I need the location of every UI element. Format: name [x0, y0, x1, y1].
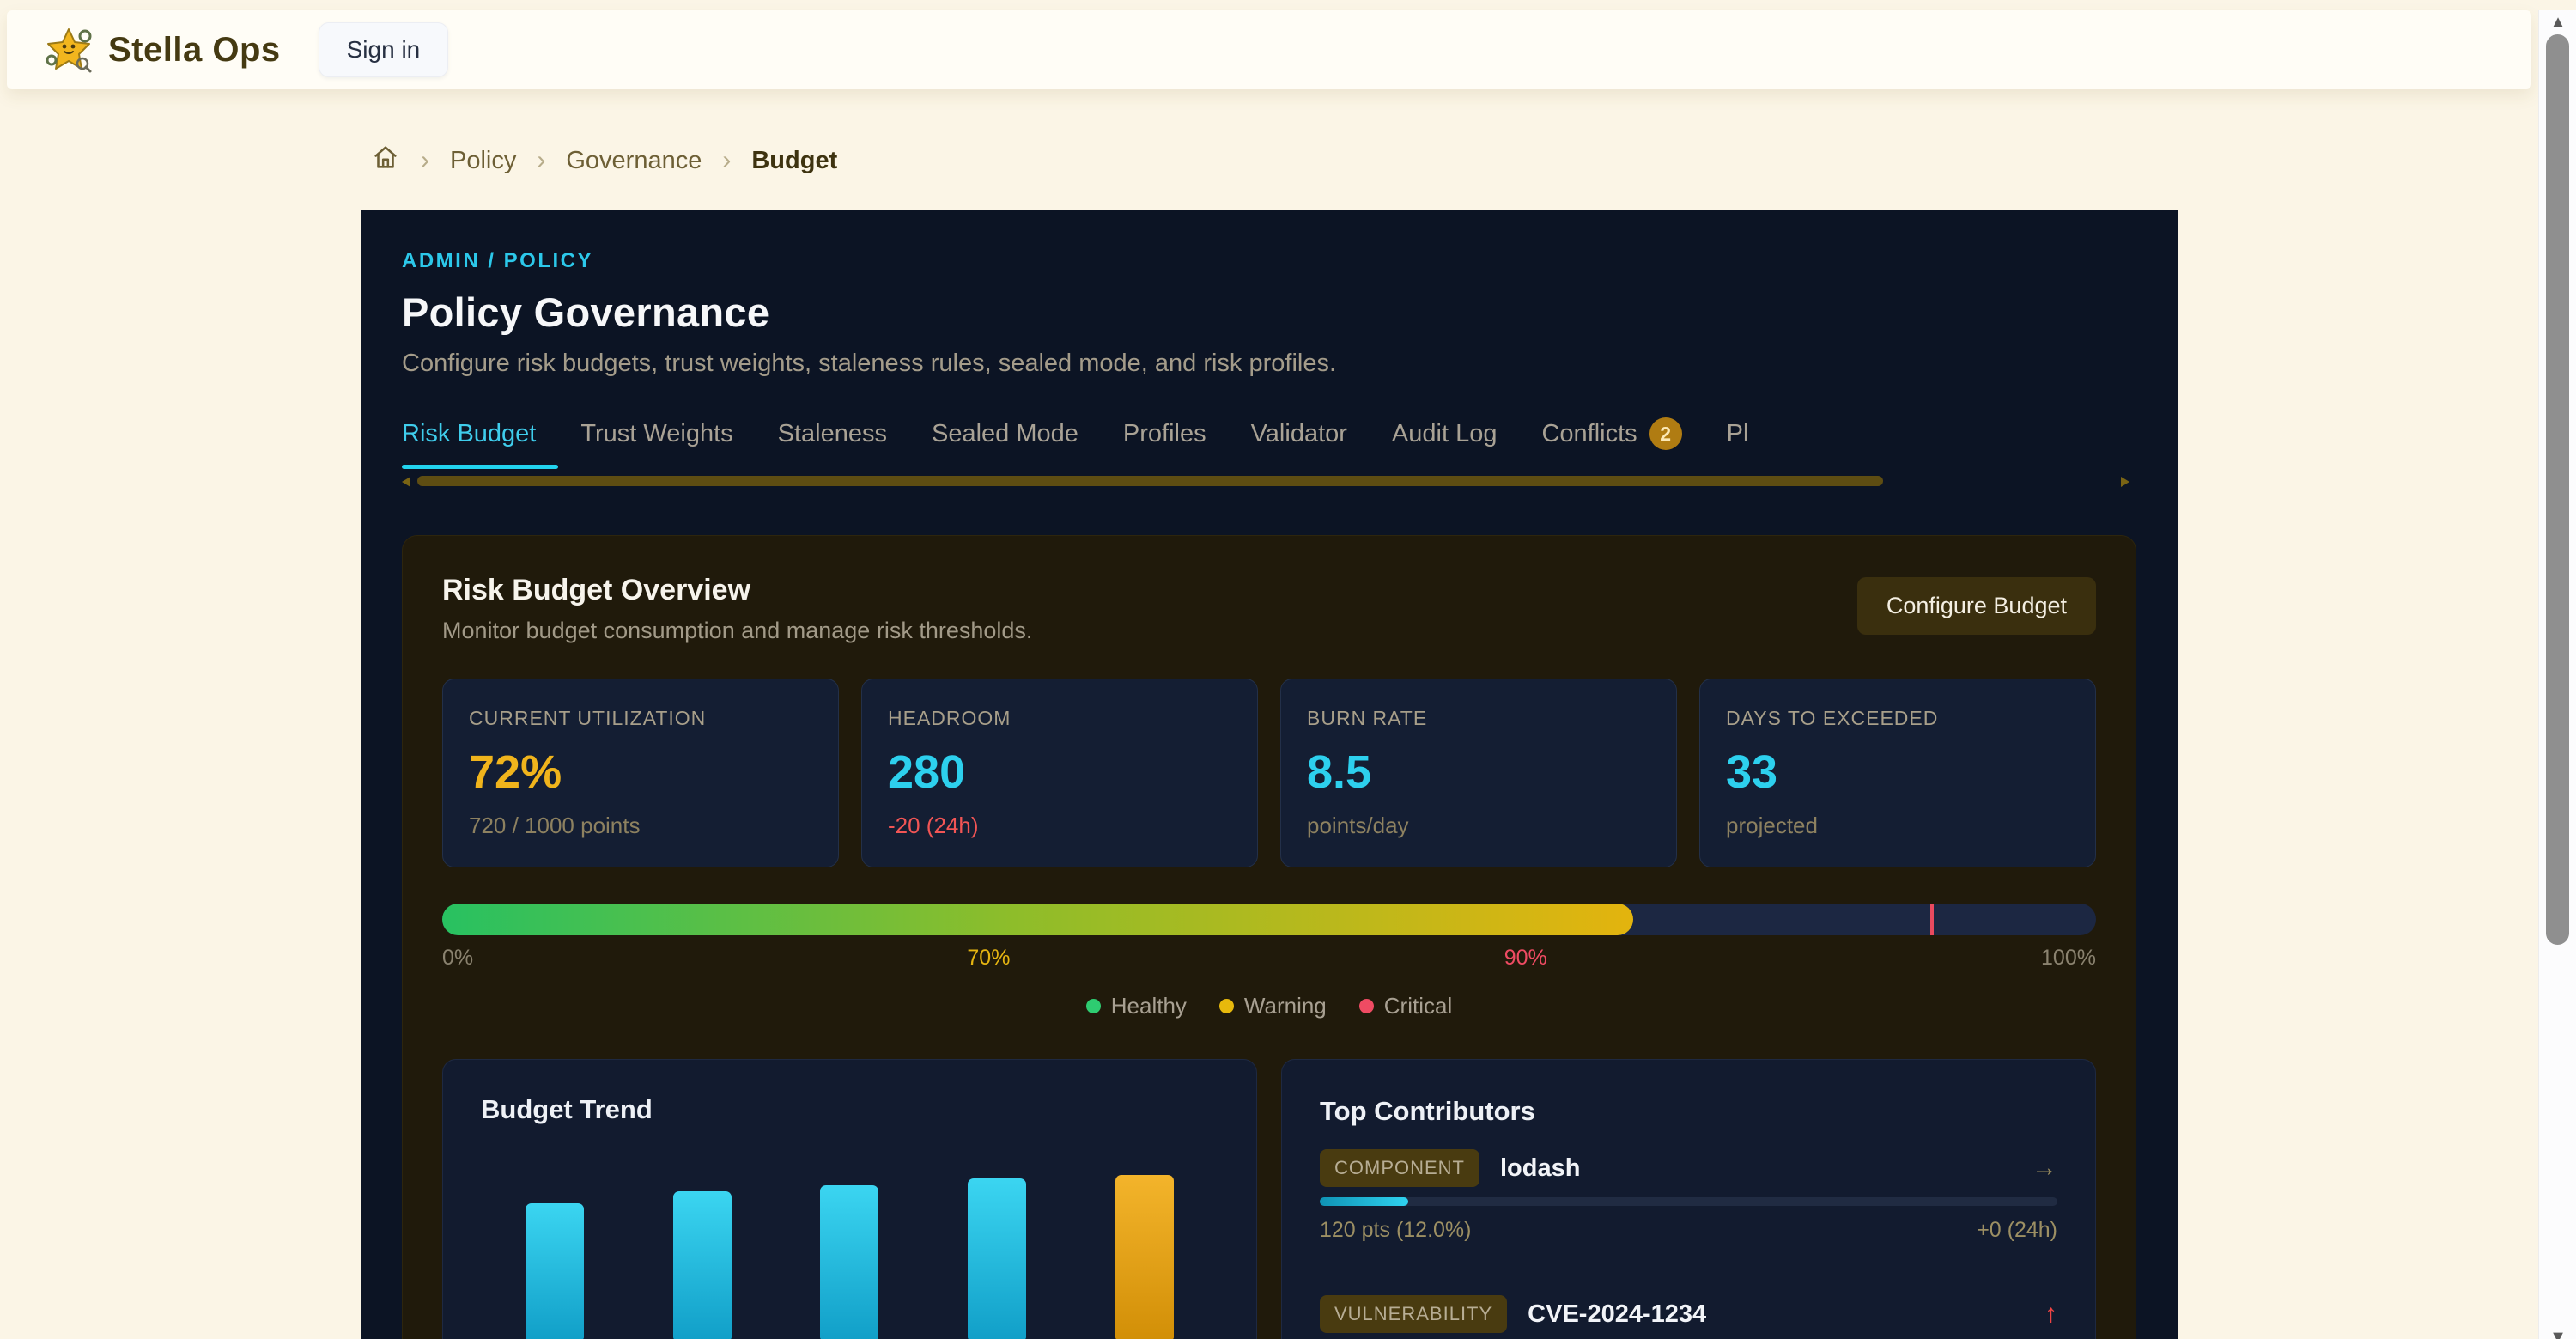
utilization-scale: 0% 70% 90% 100%: [442, 946, 2096, 971]
scale-0: 0%: [442, 946, 474, 970]
contributor-delta: +0 (24h): [1977, 1218, 2057, 1242]
configure-budget-button[interactable]: Configure Budget: [1856, 577, 2096, 635]
budget-trend-chart: [481, 1175, 1218, 1339]
trend-bar: [672, 1191, 732, 1339]
stat-burn-rate: BURN RATE 8.5 points/day: [1280, 679, 1677, 867]
trend-bar: [525, 1202, 584, 1339]
trend-bar-current: [1115, 1175, 1175, 1339]
breadcrumb-separator: ›: [421, 146, 429, 174]
overview-subtitle: Monitor budget consumption and manage ri…: [442, 618, 1033, 643]
tab-conflicts[interactable]: Conflicts 2: [1519, 417, 1704, 471]
top-contributors-title: Top Contributors: [1320, 1096, 1535, 1126]
section-eyebrow: ADMIN / POLICY: [402, 249, 594, 272]
brand-name: Stella Ops: [108, 30, 281, 69]
contributor-row: COMPONENT lodash → 120 pts (12.0%) +0 (2…: [1320, 1149, 2057, 1243]
stat-value: 33: [1726, 746, 1778, 798]
stat-label: CURRENT UTILIZATION: [469, 707, 707, 729]
scroll-right-icon[interactable]: [2121, 477, 2129, 487]
sign-in-button[interactable]: Sign in: [318, 22, 449, 77]
breadcrumb-governance[interactable]: Governance: [566, 146, 702, 174]
budget-trend-title: Budget Trend: [481, 1094, 653, 1124]
stat-value: 280: [888, 746, 966, 798]
tab-profiles[interactable]: Profiles: [1122, 419, 1206, 447]
stat-sub: 720 / 1000 points: [469, 813, 641, 838]
trend-up-icon: ↑: [2044, 1299, 2057, 1328]
legend-healthy: Healthy: [1085, 993, 1187, 1019]
scrollbar-down-icon[interactable]: ▼: [2549, 1328, 2567, 1339]
tab-list: Risk Budget Trust Weights Staleness Seal…: [402, 417, 2136, 471]
contributor-name[interactable]: CVE-2024-1234: [1528, 1299, 1707, 1328]
critical-threshold-marker: [1930, 904, 1935, 935]
risk-budget-overview-card: Risk Budget Overview Monitor budget cons…: [402, 535, 2136, 1339]
tabs-bar: Risk Budget Trust Weights Staleness Seal…: [402, 417, 2136, 490]
stat-sub: projected: [1726, 813, 1818, 838]
stat-label: BURN RATE: [1307, 707, 1428, 729]
browser-scrollbar[interactable]: ▲ ▼: [2538, 10, 2576, 1339]
budget-trend-card: Budget Trend 12/1 12/8 12/15 12/22 12/29: [442, 1059, 1257, 1339]
stella-ops-logo-icon: [46, 28, 92, 73]
type-badge: VULNERABILITY: [1320, 1295, 1508, 1333]
stat-sub: -20 (24h): [888, 813, 979, 838]
tab-audit-log[interactable]: Audit Log: [1391, 419, 1498, 447]
critical-dot-icon: [1358, 999, 1374, 1013]
stat-sub: points/day: [1307, 813, 1409, 838]
overview-title: Risk Budget Overview: [442, 574, 751, 606]
tab-sealed-mode[interactable]: Sealed Mode: [932, 419, 1078, 447]
stat-value: 8.5: [1307, 746, 1372, 798]
stat-headroom: HEADROOM 280 -20 (24h): [861, 679, 1258, 867]
warning-dot-icon: [1218, 999, 1234, 1013]
stat-label: HEADROOM: [888, 707, 1012, 729]
legend-warning: Warning: [1218, 993, 1327, 1019]
contributor-name[interactable]: lodash: [1500, 1153, 1581, 1182]
utilization-fill: [442, 904, 1633, 935]
tab-staleness[interactable]: Staleness: [777, 419, 887, 447]
breadcrumb-separator: ›: [537, 146, 546, 174]
contributor-row: VULNERABILITY CVE-2024-1234 ↑ 95 pts (9.…: [1320, 1295, 2057, 1339]
utilization-legend: Healthy Warning Critical: [442, 993, 2096, 1019]
stat-current-utilization: CURRENT UTILIZATION 72% 720 / 1000 point…: [442, 679, 839, 867]
breadcrumb: › Policy › Governance › Budget: [361, 89, 2178, 179]
scrollbar-up-icon[interactable]: ▲: [2549, 13, 2567, 32]
tab-truncated[interactable]: Pl: [1726, 419, 1749, 447]
brand: Stella Ops: [45, 26, 281, 74]
contributor-progress-fill: [1320, 1197, 1409, 1206]
type-badge: COMPONENT: [1320, 1149, 1479, 1187]
tabs-scrollbar-thumb[interactable]: [417, 476, 1883, 486]
trend-bar: [820, 1184, 879, 1339]
scroll-left-icon[interactable]: [402, 477, 410, 487]
contributor-points: 120 pts (12.0%): [1320, 1218, 1472, 1242]
tab-trust-weights[interactable]: Trust Weights: [580, 419, 733, 447]
conflicts-count-badge: 2: [1649, 417, 1682, 450]
top-contributors-card: Top Contributors COMPONENT lodash →: [1281, 1059, 2096, 1339]
topbar: Stella Ops Sign in: [7, 10, 2531, 89]
policy-governance-panel: ADMIN / POLICY Policy Governance Configu…: [361, 210, 2178, 1339]
page-subtitle: Configure risk budgets, trust weights, s…: [402, 350, 1337, 377]
tab-validator[interactable]: Validator: [1250, 419, 1347, 447]
stat-label: DAYS TO EXCEEDED: [1726, 707, 1939, 729]
page-title: Policy Governance: [402, 289, 770, 335]
breadcrumb-separator: ›: [722, 146, 732, 174]
tab-risk-budget[interactable]: Risk Budget: [402, 420, 559, 469]
tabs-scrollbar[interactable]: [402, 475, 2136, 488]
breadcrumb-policy[interactable]: Policy: [450, 146, 517, 174]
healthy-dot-icon: [1085, 999, 1101, 1013]
utilization-bar: [442, 904, 2096, 935]
home-icon[interactable]: [371, 143, 400, 179]
breadcrumb-budget: Budget: [751, 146, 838, 174]
stats-grid: CURRENT UTILIZATION 72% 720 / 1000 point…: [442, 679, 2096, 867]
stat-days-to-exceeded: DAYS TO EXCEEDED 33 projected: [1699, 679, 2096, 867]
legend-critical: Critical: [1358, 993, 1452, 1019]
scrollbar-thumb[interactable]: [2546, 34, 2569, 945]
scale-70: 70%: [967, 946, 1011, 970]
trend-flat-icon: →: [2032, 1153, 2057, 1182]
trend-bar: [968, 1178, 1027, 1339]
scale-90: 90%: [1504, 946, 1547, 970]
scale-100: 100%: [2041, 946, 2096, 970]
stat-value: 72%: [469, 746, 562, 798]
contributor-progress-track: [1320, 1197, 2057, 1206]
